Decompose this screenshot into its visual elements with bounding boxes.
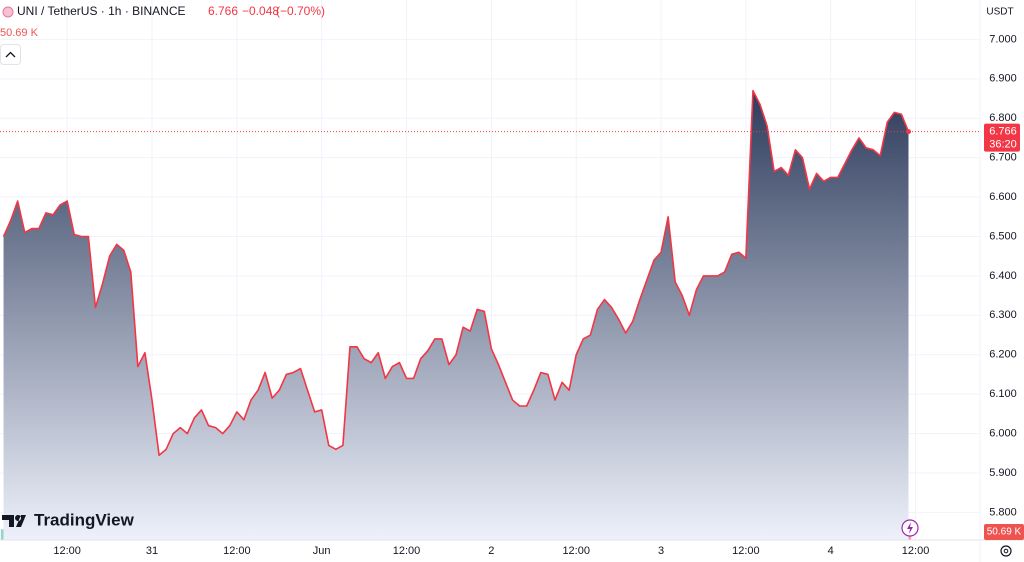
- y-tick-label: 6.300: [989, 309, 1017, 321]
- y-tick-label: 6.400: [989, 270, 1017, 282]
- symbol-icon: [2, 6, 14, 18]
- y-tick-label: 6.000: [989, 427, 1017, 439]
- x-tick-label: 12:00: [562, 545, 590, 557]
- y-tick-label: 5.900: [989, 467, 1017, 479]
- brand-name: TradingView: [34, 510, 135, 529]
- collapse-button[interactable]: [0, 44, 21, 65]
- brand-logo: [2, 515, 26, 527]
- price-change-pct: (−0.70%): [276, 4, 325, 18]
- y-tick-label: 6.700: [989, 152, 1017, 164]
- x-tick-label: 12:00: [393, 545, 421, 557]
- y-tick-label: 6.900: [989, 73, 1017, 85]
- y-tick-label: 7.000: [989, 33, 1017, 45]
- price-layer: [0, 89, 980, 540]
- price-change: −0.048: [242, 4, 279, 18]
- last-price-tag-label: 6.766: [989, 126, 1017, 138]
- countdown-label: 36:20: [989, 139, 1017, 151]
- y-tick-label: 6.100: [989, 388, 1017, 400]
- x-tick-label: 31: [146, 545, 158, 557]
- last-price: 6.766: [208, 4, 238, 18]
- last-price-tag: [984, 123, 1020, 152]
- last-point: [905, 129, 911, 135]
- x-tick-label: 12:00: [732, 545, 760, 557]
- symbol-title: UNI / TetherUS · 1h · BINANCE: [17, 4, 186, 18]
- x-tick-label: 12:00: [53, 545, 81, 557]
- volume-tag: [984, 524, 1024, 540]
- area-fill: [3, 90, 909, 540]
- price-line: [2, 89, 910, 457]
- volume-tag-label: 50.69 K: [987, 527, 1022, 538]
- axis-layer: 5.800 5.900 6.000 6.100 6.200 6.300 6.400 6.500…: [53, 33, 1024, 557]
- x-tick-label: 12:00: [223, 545, 251, 557]
- volume-value: 50.69 K: [0, 27, 39, 39]
- y-tick-label: 6.200: [989, 349, 1017, 361]
- y-tick-label: 6.800: [989, 112, 1017, 124]
- y-tick-label: 5.800: [989, 506, 1017, 518]
- y-tick-label: 6.500: [989, 230, 1017, 242]
- x-tick-label: 3: [658, 545, 664, 557]
- lightning: [907, 522, 913, 534]
- x-tick-label: Jun: [313, 545, 331, 557]
- settings-icon-core: [1003, 548, 1009, 554]
- settings-icon[interactable]: [1000, 545, 1012, 557]
- volume-bar: [0, 529, 7, 540]
- y-tick-label: 6.600: [989, 191, 1017, 203]
- x-tick-label: 2: [488, 545, 494, 557]
- currency-label: USDT: [986, 7, 1013, 18]
- chevron-icon: [5, 51, 16, 58]
- x-tick-label: 4: [828, 545, 834, 557]
- x-tick-label: 12:00: [902, 545, 930, 557]
